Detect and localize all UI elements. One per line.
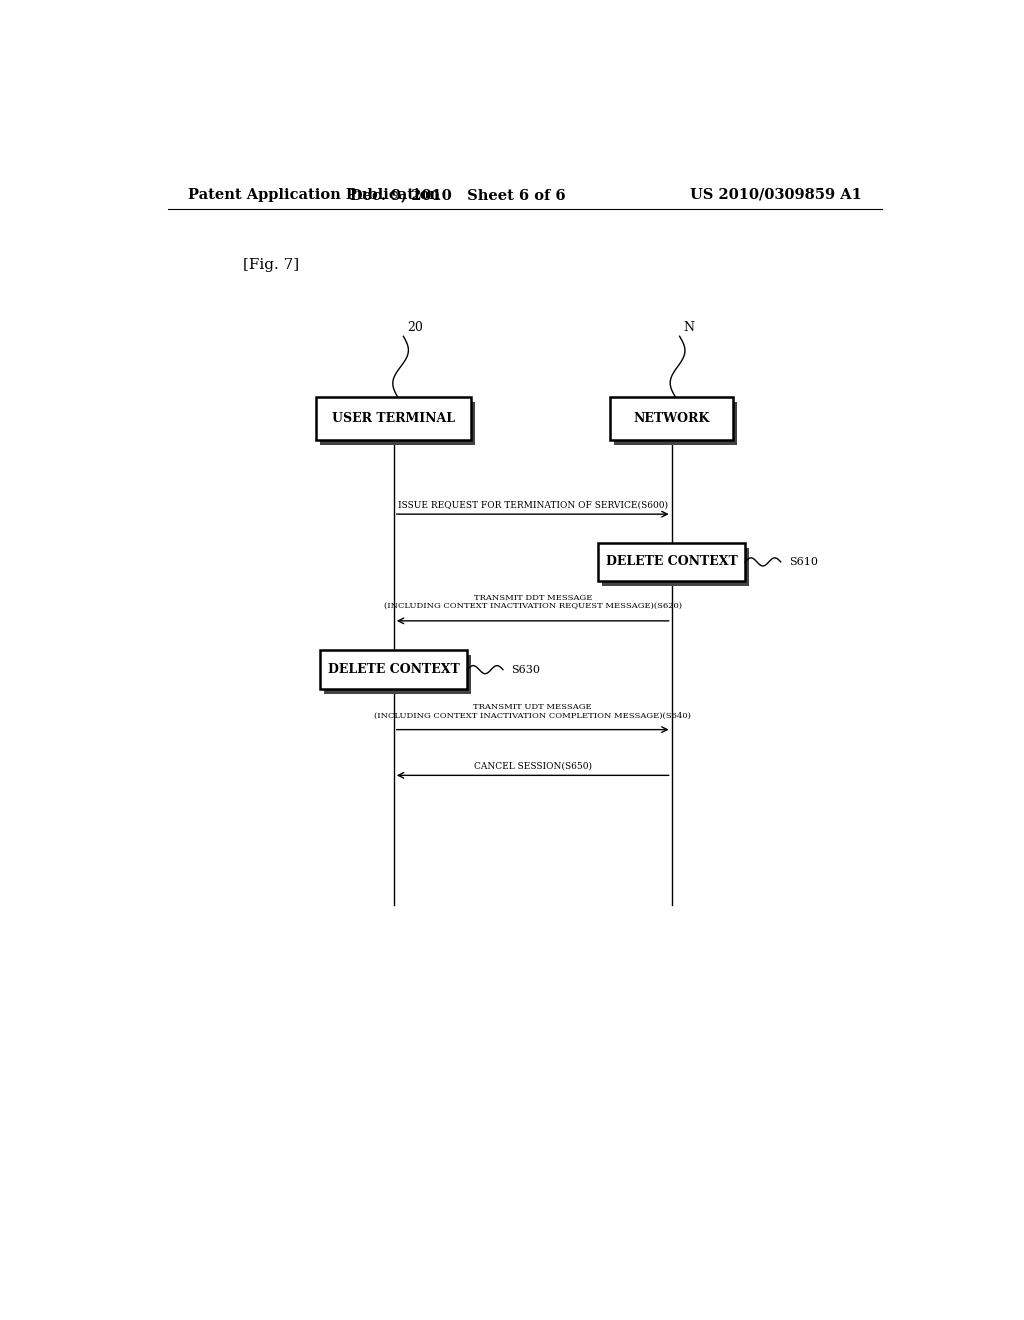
- Text: (INCLUDING CONTEXT INACTIVATION REQUEST MESSAGE)(S620): (INCLUDING CONTEXT INACTIVATION REQUEST …: [384, 602, 682, 610]
- Text: S610: S610: [788, 557, 818, 566]
- Text: USER TERMINAL: USER TERMINAL: [333, 412, 456, 425]
- Text: DELETE CONTEXT: DELETE CONTEXT: [328, 663, 460, 676]
- Bar: [316, 397, 471, 440]
- Text: S630: S630: [511, 665, 540, 675]
- Text: 20: 20: [408, 321, 423, 334]
- Text: (INCLUDING CONTEXT INACTIVATION COMPLETION MESSAGE)(S640): (INCLUDING CONTEXT INACTIVATION COMPLETI…: [375, 711, 691, 719]
- Text: CANCEL SESSION(S650): CANCEL SESSION(S650): [474, 762, 592, 771]
- Text: DELETE CONTEXT: DELETE CONTEXT: [606, 556, 737, 569]
- Text: ISSUE REQUEST FOR TERMINATION OF SERVICE(S600): ISSUE REQUEST FOR TERMINATION OF SERVICE…: [397, 500, 668, 510]
- Text: NETWORK: NETWORK: [634, 412, 710, 425]
- Text: TRANSMIT DDT MESSAGE: TRANSMIT DDT MESSAGE: [473, 594, 592, 602]
- Text: US 2010/0309859 A1: US 2010/0309859 A1: [690, 187, 862, 202]
- Text: Dec. 9, 2010   Sheet 6 of 6: Dec. 9, 2010 Sheet 6 of 6: [349, 187, 565, 202]
- Text: TRANSMIT UDT MESSAGE: TRANSMIT UDT MESSAGE: [473, 704, 592, 711]
- Bar: [321, 403, 475, 445]
- Text: [Fig. 7]: [Fig. 7]: [243, 259, 299, 272]
- Text: Patent Application Publication: Patent Application Publication: [187, 187, 439, 202]
- Bar: [602, 548, 749, 586]
- Text: N: N: [684, 321, 694, 334]
- Bar: [325, 656, 471, 694]
- Bar: [610, 397, 733, 440]
- Bar: [598, 543, 745, 581]
- Bar: [614, 403, 737, 445]
- Bar: [321, 651, 467, 689]
